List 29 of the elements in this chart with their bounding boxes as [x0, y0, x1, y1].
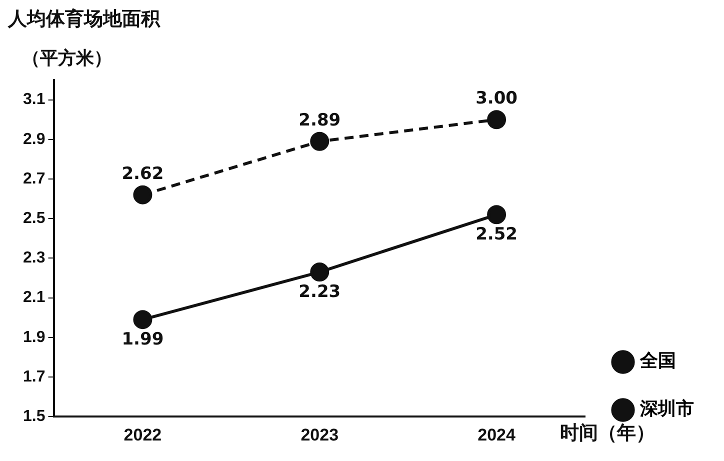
data-label: 1.99: [122, 330, 164, 350]
point: [133, 310, 152, 330]
x-tick-label: 2023: [300, 425, 339, 444]
point: [487, 205, 506, 224]
legend-label: 全国: [639, 350, 676, 372]
y-axis-title: （平方米）: [22, 47, 112, 70]
data-label: 2.23: [298, 282, 341, 302]
y-tick-label: 2.7: [22, 170, 46, 188]
y-tick-label: 1.9: [22, 328, 46, 346]
point: [310, 262, 330, 282]
x-tick-label: 2024: [478, 425, 516, 444]
y-tick-label: 3.1: [22, 91, 46, 108]
y-tick-label: 2.9: [22, 130, 46, 148]
x-tick-label: 2022: [124, 425, 162, 444]
point: [310, 132, 330, 151]
data-label: 3.00: [476, 88, 518, 109]
point: [133, 185, 152, 204]
data-label: 2.89: [298, 110, 341, 130]
chart-title: 人均体育场地面积: [8, 7, 160, 32]
y-tick-label: 2.1: [22, 289, 46, 306]
data-label: 2.62: [122, 164, 164, 184]
y-tick-label: 2.3: [22, 250, 46, 267]
legend-label: 深圳市: [639, 398, 694, 420]
y-tick-label: 1.5: [22, 408, 46, 426]
y-tick-label: 2.5: [22, 210, 46, 228]
y-tick-label: 1.7: [22, 368, 46, 386]
point: [487, 110, 506, 130]
x-axis-title: 时间（年）: [560, 421, 655, 446]
data-label: 2.52: [476, 224, 518, 245]
